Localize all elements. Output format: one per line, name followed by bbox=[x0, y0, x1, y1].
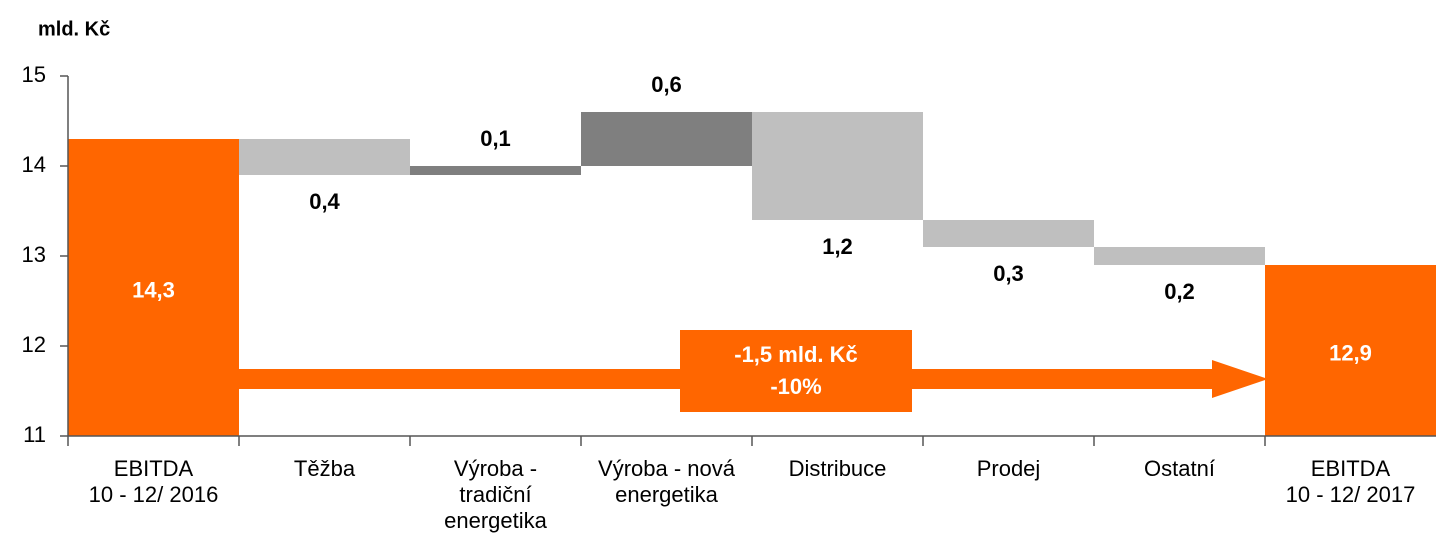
data-label: 1,2 bbox=[822, 234, 853, 259]
bar bbox=[1094, 247, 1265, 265]
y-tick-label: 11 bbox=[23, 422, 46, 447]
x-tick-label: EBITDA bbox=[1311, 456, 1391, 481]
change-arrow: -1,5 mld. Kč -10% bbox=[238, 330, 1268, 412]
x-tick-label: tradiční bbox=[459, 482, 531, 507]
x-tick-label: Těžba bbox=[294, 456, 356, 481]
bar bbox=[1265, 265, 1436, 436]
x-tick-label: EBITDA bbox=[114, 456, 194, 481]
data-label: 14,3 bbox=[132, 277, 175, 302]
x-tick-label: 10 - 12/ 2017 bbox=[1286, 482, 1416, 507]
bar bbox=[68, 139, 239, 436]
data-label: 12,9 bbox=[1329, 340, 1372, 365]
bar bbox=[410, 166, 581, 175]
x-tick-label: Výroba - bbox=[454, 456, 537, 481]
y-tick-label: 12 bbox=[22, 332, 46, 357]
data-label: 0,2 bbox=[1164, 279, 1195, 304]
x-tick-label: Výroba - nová bbox=[598, 456, 736, 481]
arrow-head bbox=[1212, 360, 1268, 398]
bar bbox=[239, 139, 410, 175]
y-tick-label: 14 bbox=[22, 152, 46, 177]
annotation-box bbox=[680, 330, 912, 412]
bar bbox=[581, 112, 752, 166]
bar bbox=[752, 112, 923, 220]
x-tick-label: Distribuce bbox=[789, 456, 887, 481]
x-tick-label: Ostatní bbox=[1144, 456, 1215, 481]
annotation: -10% bbox=[770, 374, 821, 399]
bar bbox=[923, 220, 1094, 247]
x-tick-label: energetika bbox=[444, 508, 548, 533]
y-tick-label: 15 bbox=[22, 62, 46, 87]
data-label: 0,3 bbox=[993, 261, 1024, 286]
data-label: 0,1 bbox=[480, 126, 511, 151]
y-axis-label: mld. Kč bbox=[38, 18, 110, 40]
y-tick-label: 13 bbox=[22, 242, 46, 267]
data-label: 0,6 bbox=[651, 72, 682, 97]
x-tick-label: 10 - 12/ 2016 bbox=[89, 482, 219, 507]
x-tick-label: energetika bbox=[615, 482, 719, 507]
data-label: 0,4 bbox=[309, 189, 340, 214]
x-tick-label: Prodej bbox=[977, 456, 1041, 481]
annotation: -1,5 mld. Kč bbox=[734, 342, 857, 367]
